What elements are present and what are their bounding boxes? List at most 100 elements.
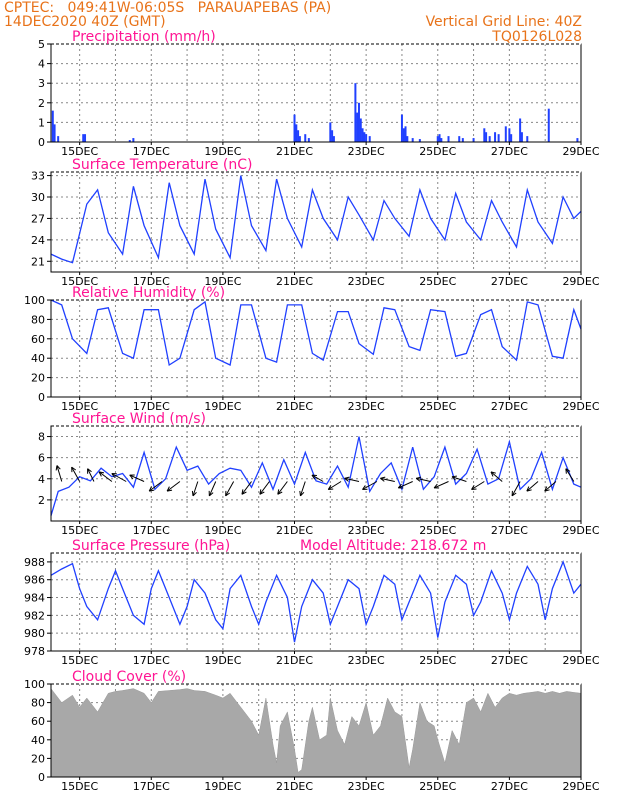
wind-arrow — [311, 474, 324, 482]
wind-arrow-head — [397, 483, 404, 489]
x-tick-label: 19DEC — [204, 780, 241, 793]
precip-bar — [51, 110, 54, 142]
wind-arrow-head — [433, 483, 440, 489]
series-line — [50, 299, 582, 367]
wind-arrow-head — [299, 490, 305, 497]
precip-bar — [576, 138, 579, 142]
wind-arrow — [259, 481, 270, 495]
x-tick-label: 23DEC — [348, 145, 385, 158]
station-header: CPTEC: 049:41W-06:05S PARAUAPEBAS (PA) — [4, 0, 332, 16]
y-tick-label: 80 — [31, 697, 45, 710]
x-tick-label: 23DEC — [348, 654, 385, 667]
x-tick-label: 15DEC — [61, 524, 98, 537]
precip-bar — [329, 122, 332, 142]
wind-arrow — [148, 481, 163, 492]
wind-arrow-head — [55, 465, 61, 471]
x-tick-label: 27DEC — [491, 780, 528, 793]
wind-arrow — [526, 481, 539, 492]
precip-bar — [494, 132, 497, 142]
wind-arrow-head — [111, 473, 117, 478]
wind-arrow-head — [259, 489, 265, 495]
y-tick-label: 0 — [38, 136, 45, 149]
wind-arrow — [241, 481, 252, 495]
x-tick-label: 15DEC — [61, 145, 98, 158]
wind-arrow-head — [471, 485, 477, 490]
x-tick-label: 25DEC — [419, 145, 456, 158]
wind-arrow-head — [71, 466, 77, 473]
wind-arrow-head — [511, 490, 517, 497]
precip-bar — [359, 118, 362, 142]
precip-bar — [57, 136, 60, 142]
x-tick-label: 19DEC — [204, 275, 241, 288]
wind-arrow-head — [451, 475, 458, 481]
vertical-grid-note: Vertical Grid Line: 40Z — [425, 14, 582, 30]
y-tick-label: 60 — [31, 333, 45, 346]
y-tick-label: 20 — [31, 372, 45, 385]
panel-frame — [50, 425, 582, 522]
y-tick-label: 4 — [38, 58, 45, 71]
wind-arrow — [451, 476, 467, 482]
wind-arrow-head — [208, 490, 214, 497]
precip-bar — [361, 128, 364, 142]
wind-arrow — [129, 474, 145, 482]
panel-title: Relative Humidity (%) — [72, 285, 225, 301]
x-tick-label: 17DEC — [133, 400, 170, 413]
wind-arrow-head — [344, 476, 350, 482]
wind-arrow-head — [129, 474, 135, 480]
y-tick-label: 988 — [24, 556, 45, 569]
x-tick-label: 15DEC — [61, 400, 98, 413]
y-tick-label: 5 — [38, 38, 45, 51]
precip-bar — [510, 134, 513, 142]
x-tick-label: 17DEC — [133, 275, 170, 288]
wind-arrow — [490, 471, 503, 482]
wind-arrow — [544, 481, 557, 492]
precip-bar — [458, 136, 461, 142]
precip-bar — [297, 130, 300, 142]
x-tick-label: 15DEC — [61, 275, 98, 288]
x-tick-label: 23DEC — [348, 524, 385, 537]
wind-arrow — [471, 481, 485, 490]
precip-bar — [411, 138, 414, 142]
wind-arrow-head — [148, 486, 155, 492]
y-tick-label: 2 — [38, 97, 45, 110]
precip-bar — [438, 134, 441, 142]
precip-bar — [363, 132, 366, 142]
precip-bar — [526, 136, 529, 142]
precip-bar — [472, 138, 475, 142]
wind-arrow — [433, 481, 449, 489]
x-tick-label: 29DEC — [562, 524, 599, 537]
wind-arrow-head — [225, 490, 231, 497]
wind-arrow — [511, 481, 521, 497]
precip-bar — [402, 128, 405, 142]
precip-bar — [304, 134, 307, 142]
y-tick-label: 1 — [38, 116, 45, 129]
wind-arrow — [277, 481, 288, 495]
y-tick-label: 4 — [38, 473, 45, 486]
wind-arrow — [380, 477, 395, 482]
cloud-cover-area — [50, 687, 582, 778]
y-tick-label: 3 — [38, 77, 45, 90]
wind-arrow — [208, 481, 217, 497]
x-tick-label: 17DEC — [133, 654, 170, 667]
wind-arrow-head — [191, 490, 197, 497]
precip-bar — [406, 136, 409, 142]
precip-bar — [128, 140, 131, 142]
precip-bar — [354, 83, 357, 142]
run-datetime: 14DEC2020 40Z (GMT) — [4, 14, 166, 30]
series-line — [50, 436, 582, 516]
x-tick-label: 27DEC — [491, 145, 528, 158]
wind-arrow — [166, 481, 181, 492]
wind-arrow-head — [526, 486, 532, 492]
precip-bar — [331, 130, 334, 142]
wind-arrow-head — [415, 476, 422, 482]
y-tick-label: 0 — [38, 391, 45, 404]
panel-title: Precipitation (mm/h) — [72, 29, 216, 45]
panel-title: Surface Temperature (nC) — [72, 157, 253, 173]
y-tick-label: 100 — [24, 294, 45, 307]
y-tick-label: 986 — [24, 574, 45, 587]
precip-bar — [461, 138, 464, 142]
x-tick-label: 23DEC — [348, 275, 385, 288]
precip-bar — [365, 134, 368, 142]
precip-bar — [298, 136, 301, 142]
precip-bar — [497, 134, 500, 142]
